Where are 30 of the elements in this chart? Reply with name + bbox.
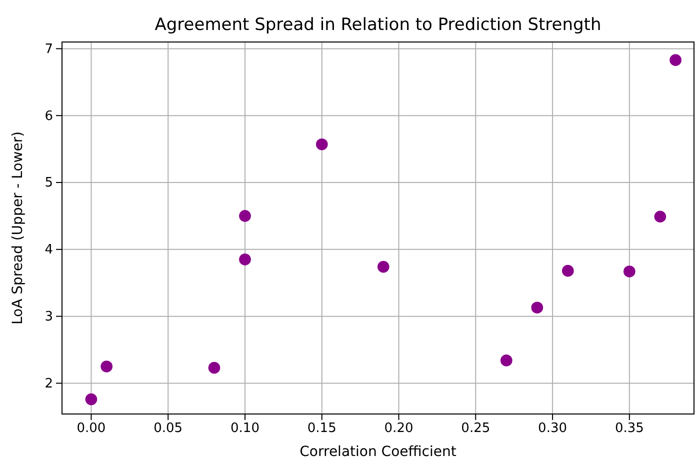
point xyxy=(377,260,390,273)
x-axis-title: Correlation Coefficient xyxy=(300,444,457,460)
point xyxy=(100,360,113,372)
point xyxy=(239,254,251,266)
point xyxy=(239,210,251,222)
y-tick-label: 4 xyxy=(44,242,53,258)
x-tick-label: 0.15 xyxy=(307,421,336,436)
x-tick-label: 0.25 xyxy=(461,421,490,436)
point xyxy=(316,138,328,150)
y-tick-label: 5 xyxy=(44,176,53,191)
point xyxy=(624,266,636,278)
point xyxy=(208,362,220,374)
point xyxy=(562,264,574,277)
y-axis-title: LoA Spread (Upper - Lower) xyxy=(10,131,26,325)
point xyxy=(500,354,512,366)
x-tick-label: 0.20 xyxy=(384,421,414,436)
x-tick-label: 0.10 xyxy=(230,421,260,436)
point xyxy=(85,393,98,406)
y-tick-label: 6 xyxy=(44,108,53,124)
y-tick-label: 7 xyxy=(44,42,53,57)
y-tick-label: 3 xyxy=(44,309,53,324)
point xyxy=(670,54,682,66)
x-tick-label: 0.35 xyxy=(614,421,644,436)
point xyxy=(654,210,666,223)
y-tick-label: 2 xyxy=(44,376,53,392)
x-tick-label: 0.00 xyxy=(76,421,106,436)
x-tick-label: 0.05 xyxy=(154,421,183,436)
x-tick-label: 0.30 xyxy=(538,421,568,436)
chart-title: Agreement Spread in Relation to Prediction Strength xyxy=(154,15,602,35)
point xyxy=(531,302,544,314)
